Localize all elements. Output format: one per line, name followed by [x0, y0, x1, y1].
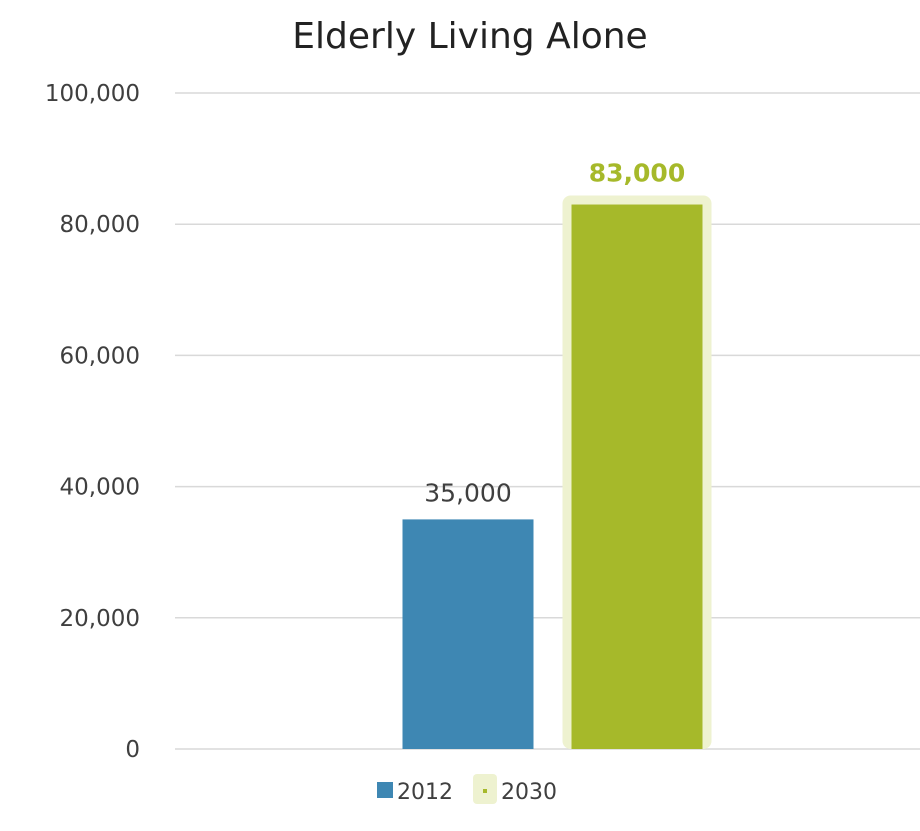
chart-title: Elderly Living Alone: [292, 16, 647, 57]
data-labels: 35,000 83,000: [424, 159, 685, 508]
legend-label-2030: 2030: [501, 780, 557, 805]
y-tick-label: 20,000: [60, 606, 140, 632]
y-tick-label: 0: [125, 737, 140, 763]
legend-swatch-2012: [377, 782, 393, 798]
y-tick-label: 60,000: [60, 343, 140, 369]
gridlines: [175, 92, 920, 750]
legend: 2012 2030: [377, 774, 557, 805]
bar-2012: [402, 519, 534, 749]
legend-swatch-2030: [483, 789, 487, 793]
y-axis-ticks: 0 20,000 40,000 60,000 80,000 100,000: [45, 81, 140, 763]
bar-2030: [571, 204, 703, 749]
y-tick-label: 40,000: [60, 475, 140, 501]
data-label-2030: 83,000: [589, 159, 685, 188]
data-label-2012: 35,000: [424, 478, 511, 507]
y-tick-label: 100,000: [45, 81, 140, 107]
bars: [402, 195, 712, 749]
y-tick-label: 80,000: [60, 212, 140, 238]
legend-label-2012: 2012: [397, 780, 453, 805]
